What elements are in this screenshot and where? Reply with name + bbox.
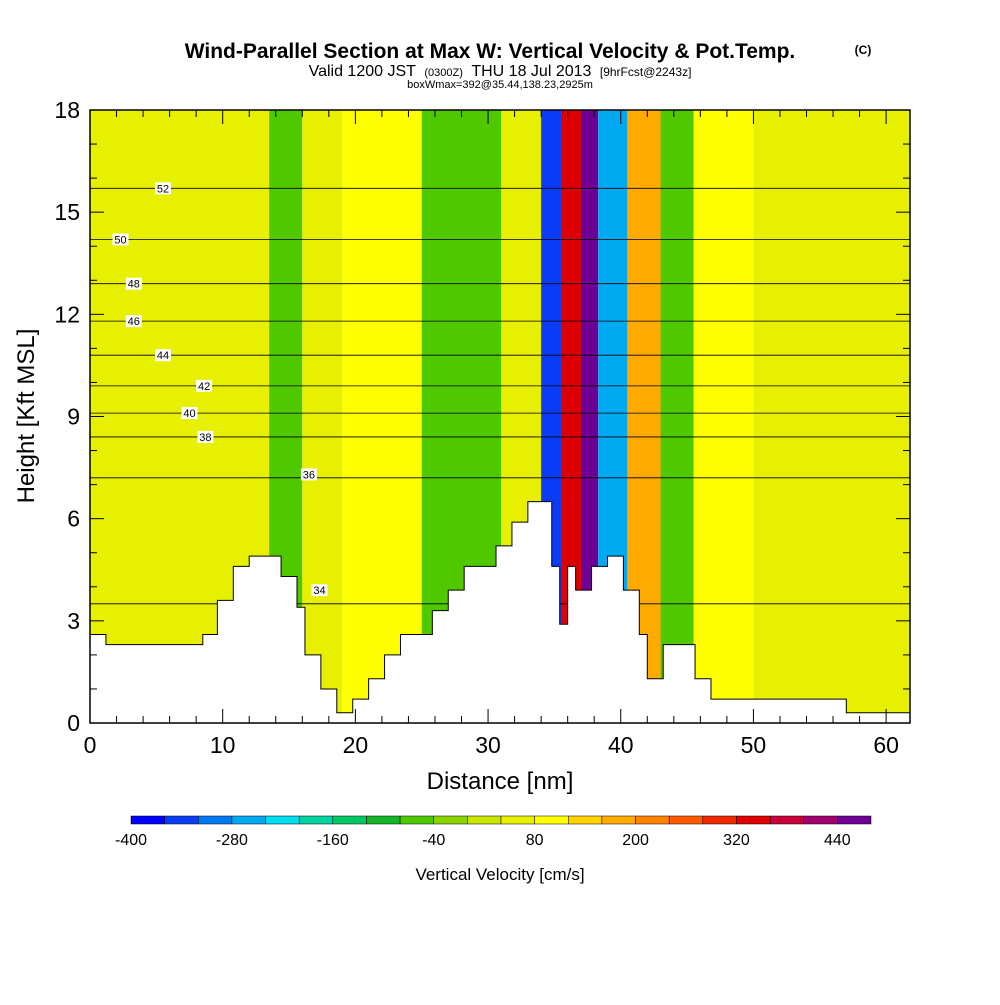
colorbar-tick-440: 440 [824, 832, 851, 849]
colorbar-tick--40: -40 [422, 832, 445, 849]
contour-label-48: 48 [125, 277, 142, 291]
colorbar-label: Vertical Velocity [cm/s] [415, 865, 584, 884]
chart-title: Wind-Parallel Section at Max W: Vertical… [185, 40, 796, 63]
plot-area: 34 36 38 40 42 44 46 48 50 52 [89, 109, 911, 724]
colorbar-tick--280: -280 [216, 832, 248, 849]
colorbar-swatch-18 [736, 815, 771, 825]
contour-label-text: 40 [183, 408, 195, 420]
colorbar-swatch-11 [500, 815, 535, 825]
contour-label-text: 50 [114, 234, 126, 246]
contour-label-50: 50 [112, 233, 129, 246]
copyright-mark: (C) [855, 43, 872, 57]
contour-label-34: 34 [311, 584, 328, 597]
colorbar-swatch-10 [467, 815, 502, 825]
x-tick-label-0: 0 [84, 732, 97, 758]
x-axis-label: Distance [nm] [427, 768, 574, 795]
contour-label-text: 44 [157, 350, 169, 362]
colorbar-swatch-20 [803, 815, 838, 825]
valid-date: THU 18 Jul 2013 [471, 63, 591, 80]
box-info: boxWmax=392@35.44,138.23,2925m [407, 79, 593, 91]
valid-time-line: Valid 1200 JST (0300Z) THU 18 Jul 2013 [… [309, 63, 692, 80]
colorbar-swatch-14 [601, 815, 636, 825]
colorbar-tick-200: 200 [622, 832, 649, 849]
valid-utc: (0300Z) [424, 67, 463, 79]
x-tick-label-20: 20 [343, 732, 369, 758]
contour-label-text: 46 [128, 316, 140, 328]
contour-label-42: 42 [196, 379, 213, 393]
x-tick-label-30: 30 [475, 732, 501, 758]
velocity-cell-2 [302, 110, 343, 723]
y-tick-label-6: 6 [67, 506, 80, 532]
y-tick-label-9: 9 [67, 404, 80, 430]
colorbar-swatch-1 [164, 815, 199, 825]
colorbar-swatch-2 [198, 815, 233, 825]
colorbar [130, 815, 872, 825]
terrain-mask [89, 501, 911, 724]
contour-label-38: 38 [197, 430, 214, 444]
colorbar-swatch-15 [635, 815, 670, 825]
x-tick-label-40: 40 [608, 732, 634, 758]
colorbar-swatch-3 [231, 815, 266, 825]
y-tick-label-0: 0 [67, 710, 80, 736]
colorbar-swatch-12 [534, 815, 569, 825]
colorbar-swatch-21 [837, 815, 872, 825]
theta-contour-labels: 34 36 38 40 42 44 46 48 50 52 [112, 182, 328, 597]
x-tick-label-10: 10 [210, 732, 236, 758]
x-tick-label-60: 60 [873, 732, 899, 758]
contour-label-text: 52 [157, 183, 169, 195]
velocity-cell-12 [693, 110, 754, 723]
contour-label-44: 44 [154, 349, 171, 362]
colorbar-swatch-5 [298, 815, 334, 825]
colorbar-tick-80: 80 [526, 832, 544, 849]
contour-label-text: 38 [199, 432, 211, 444]
colorbar-tick--160: -160 [317, 832, 349, 849]
contour-label-text: 34 [313, 585, 325, 597]
y-tick-label-15: 15 [54, 199, 80, 225]
colorbar-tick--400: -400 [115, 832, 147, 849]
colorbar-swatch-16 [668, 815, 704, 825]
colorbar-swatch-9 [433, 815, 468, 825]
colorbar-swatch-0 [130, 815, 165, 825]
x-tick-label-50: 50 [741, 732, 767, 758]
colorbar-ticks: -400 -280 -160 -40 80 200 320 440 [115, 832, 851, 849]
colorbar-swatch-4 [265, 815, 300, 825]
contour-label-36: 36 [300, 468, 317, 481]
contour-label-46: 46 [125, 315, 142, 328]
velocity-cell-3 [342, 110, 422, 723]
colorbar-swatch-17 [702, 815, 737, 825]
colorbar-swatch-8 [399, 815, 434, 825]
velocity-cell-13 [753, 110, 910, 723]
colorbar-tick-320: 320 [723, 832, 750, 849]
valid-prefix: Valid 1200 JST [309, 63, 417, 80]
contour-label-text: 42 [198, 381, 210, 393]
colorbar-swatch-6 [332, 815, 367, 825]
y-axis-label: Height [Kft MSL] [13, 329, 40, 504]
theta-contours [90, 187, 910, 605]
contour-label-text: 48 [128, 279, 140, 291]
colorbar-swatch-7 [366, 815, 401, 825]
forecast-info: [9hrFcst@2243z] [600, 65, 692, 79]
y-tick-label-12: 12 [54, 301, 80, 327]
contour-label-text: 36 [303, 469, 315, 481]
velocity-cell-11 [660, 110, 694, 723]
colorbar-swatch-19 [769, 815, 804, 825]
contour-label-52: 52 [154, 182, 171, 195]
colorbar-swatch-13 [568, 815, 603, 825]
y-tick-label-18: 18 [54, 97, 80, 123]
x-axis: 0 10 20 30 40 50 60 [84, 110, 899, 758]
y-tick-label-3: 3 [67, 608, 80, 634]
contour-label-40: 40 [181, 407, 198, 420]
